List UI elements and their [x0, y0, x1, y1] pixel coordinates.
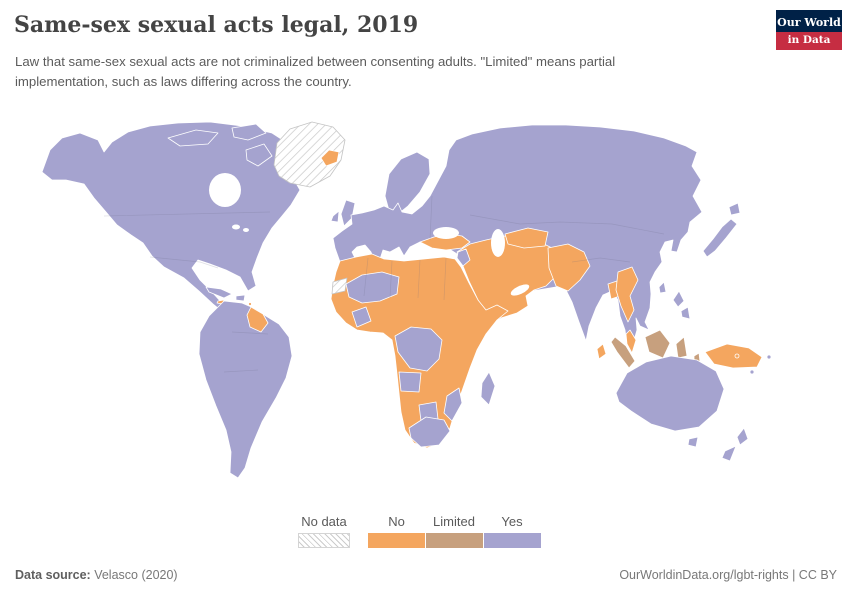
legend-item-limited: Limited [425, 514, 483, 548]
map-region-solomon-islands[interactable] [734, 353, 740, 359]
map-region-iceland[interactable] [320, 149, 340, 167]
owid-logo-line1: Our World [776, 10, 842, 32]
map-region-madagascar[interactable] [480, 371, 496, 406]
owid-logo[interactable]: Our World in Data [776, 10, 842, 50]
map-region-north-america[interactable] [41, 121, 301, 314]
data-source-label: Data source: [15, 568, 91, 582]
map-region-pacific-islands[interactable] [766, 354, 772, 360]
map-region-arctic-islands[interactable] [167, 129, 219, 147]
map-region-arctic-islands[interactable] [231, 123, 267, 141]
map-region-malay-peninsula[interactable] [625, 329, 637, 354]
legend-label-no-data: No data [301, 514, 347, 529]
legend-label-no: No [388, 514, 405, 529]
legend-label-limited: Limited [433, 514, 475, 529]
persian-gulf [510, 284, 530, 296]
map-region-sahel[interactable] [345, 271, 400, 304]
map-region-philippines[interactable] [672, 290, 685, 308]
map-region-new-zealand[interactable] [736, 427, 749, 446]
owid-logo-line2: in Data [776, 32, 842, 50]
map-region-philippines[interactable] [680, 306, 691, 320]
great-lakes [243, 228, 249, 232]
great-lakes [232, 224, 240, 230]
black-sea [433, 227, 459, 239]
owid-cc-link[interactable]: OurWorldinData.org/lgbt-rights | CC BY [619, 568, 837, 582]
legend-item-no-data: No data [298, 514, 350, 548]
map-region-myanmar[interactable] [615, 266, 639, 323]
caspian-sea [491, 229, 505, 257]
map-region-south-america[interactable] [198, 300, 293, 479]
map-region-arctic-islands[interactable] [245, 143, 273, 167]
map-region-cote-divoire[interactable] [351, 306, 372, 328]
map-region-cuba[interactable] [205, 286, 233, 299]
legend-item-no: No [368, 514, 425, 548]
data-source-value: Velasco (2020) [90, 568, 178, 582]
map-region-indonesia-sumatra[interactable] [610, 336, 636, 369]
map-region-central-africa[interactable] [394, 326, 443, 372]
legend-swatch-limited[interactable] [425, 533, 483, 548]
map-region-angola[interactable] [398, 371, 422, 393]
map-region-indonesia-borneo[interactable] [644, 329, 671, 359]
legend-item-yes: Yes [483, 514, 541, 548]
map-region-uk[interactable] [340, 199, 356, 227]
chart-footer: Data source: Velasco (2020) OurWorldinDa… [0, 565, 850, 595]
page-title: Same-sex sexual acts legal, 2019 [14, 12, 419, 38]
legend-swatch-no-data[interactable] [298, 533, 350, 548]
map-region-western-sahara[interactable] [331, 277, 348, 295]
map-region-pacific-islands[interactable] [749, 369, 755, 375]
map-region-sri-lanka[interactable] [596, 343, 607, 360]
map-region-japan[interactable] [702, 218, 738, 258]
map-region-hispaniola[interactable] [235, 294, 246, 302]
map-region-central-asia[interactable] [504, 227, 549, 249]
map-region-guyana-suriname[interactable] [246, 306, 269, 333]
map-legend: No data No Limited Yes [298, 514, 541, 548]
map-region-tasmania[interactable] [687, 436, 699, 448]
map-region-japan-hokkaido[interactable] [728, 202, 741, 216]
country-borders [103, 195, 665, 373]
map-region-levant[interactable] [456, 248, 471, 267]
data-source: Data source: Velasco (2020) [15, 568, 178, 582]
map-region-new-zealand[interactable] [721, 445, 737, 462]
map-region-ireland[interactable] [330, 210, 340, 223]
map-region-taiwan[interactable] [658, 281, 667, 294]
map-region-australia[interactable] [615, 355, 725, 432]
map-region-indonesia-sulawesi[interactable] [675, 336, 688, 359]
legend-swatch-no[interactable] [368, 533, 425, 548]
legend-swatch-yes[interactable] [483, 533, 541, 548]
chart-subtitle: Law that same-sex sexual acts are not cr… [15, 54, 616, 89]
map-region-afghanistan-pakistan[interactable] [547, 243, 591, 292]
map-region-south-africa[interactable] [408, 416, 451, 448]
map-region-greenland[interactable] [273, 121, 346, 188]
hudson-bay [209, 173, 241, 207]
map-region-lesser-antilles[interactable] [248, 302, 252, 306]
map-region-scandinavia[interactable] [384, 151, 431, 215]
legend-label-yes: Yes [501, 514, 523, 529]
map-region-mozambique[interactable] [443, 387, 463, 422]
map-region-new-guinea[interactable] [704, 343, 763, 369]
